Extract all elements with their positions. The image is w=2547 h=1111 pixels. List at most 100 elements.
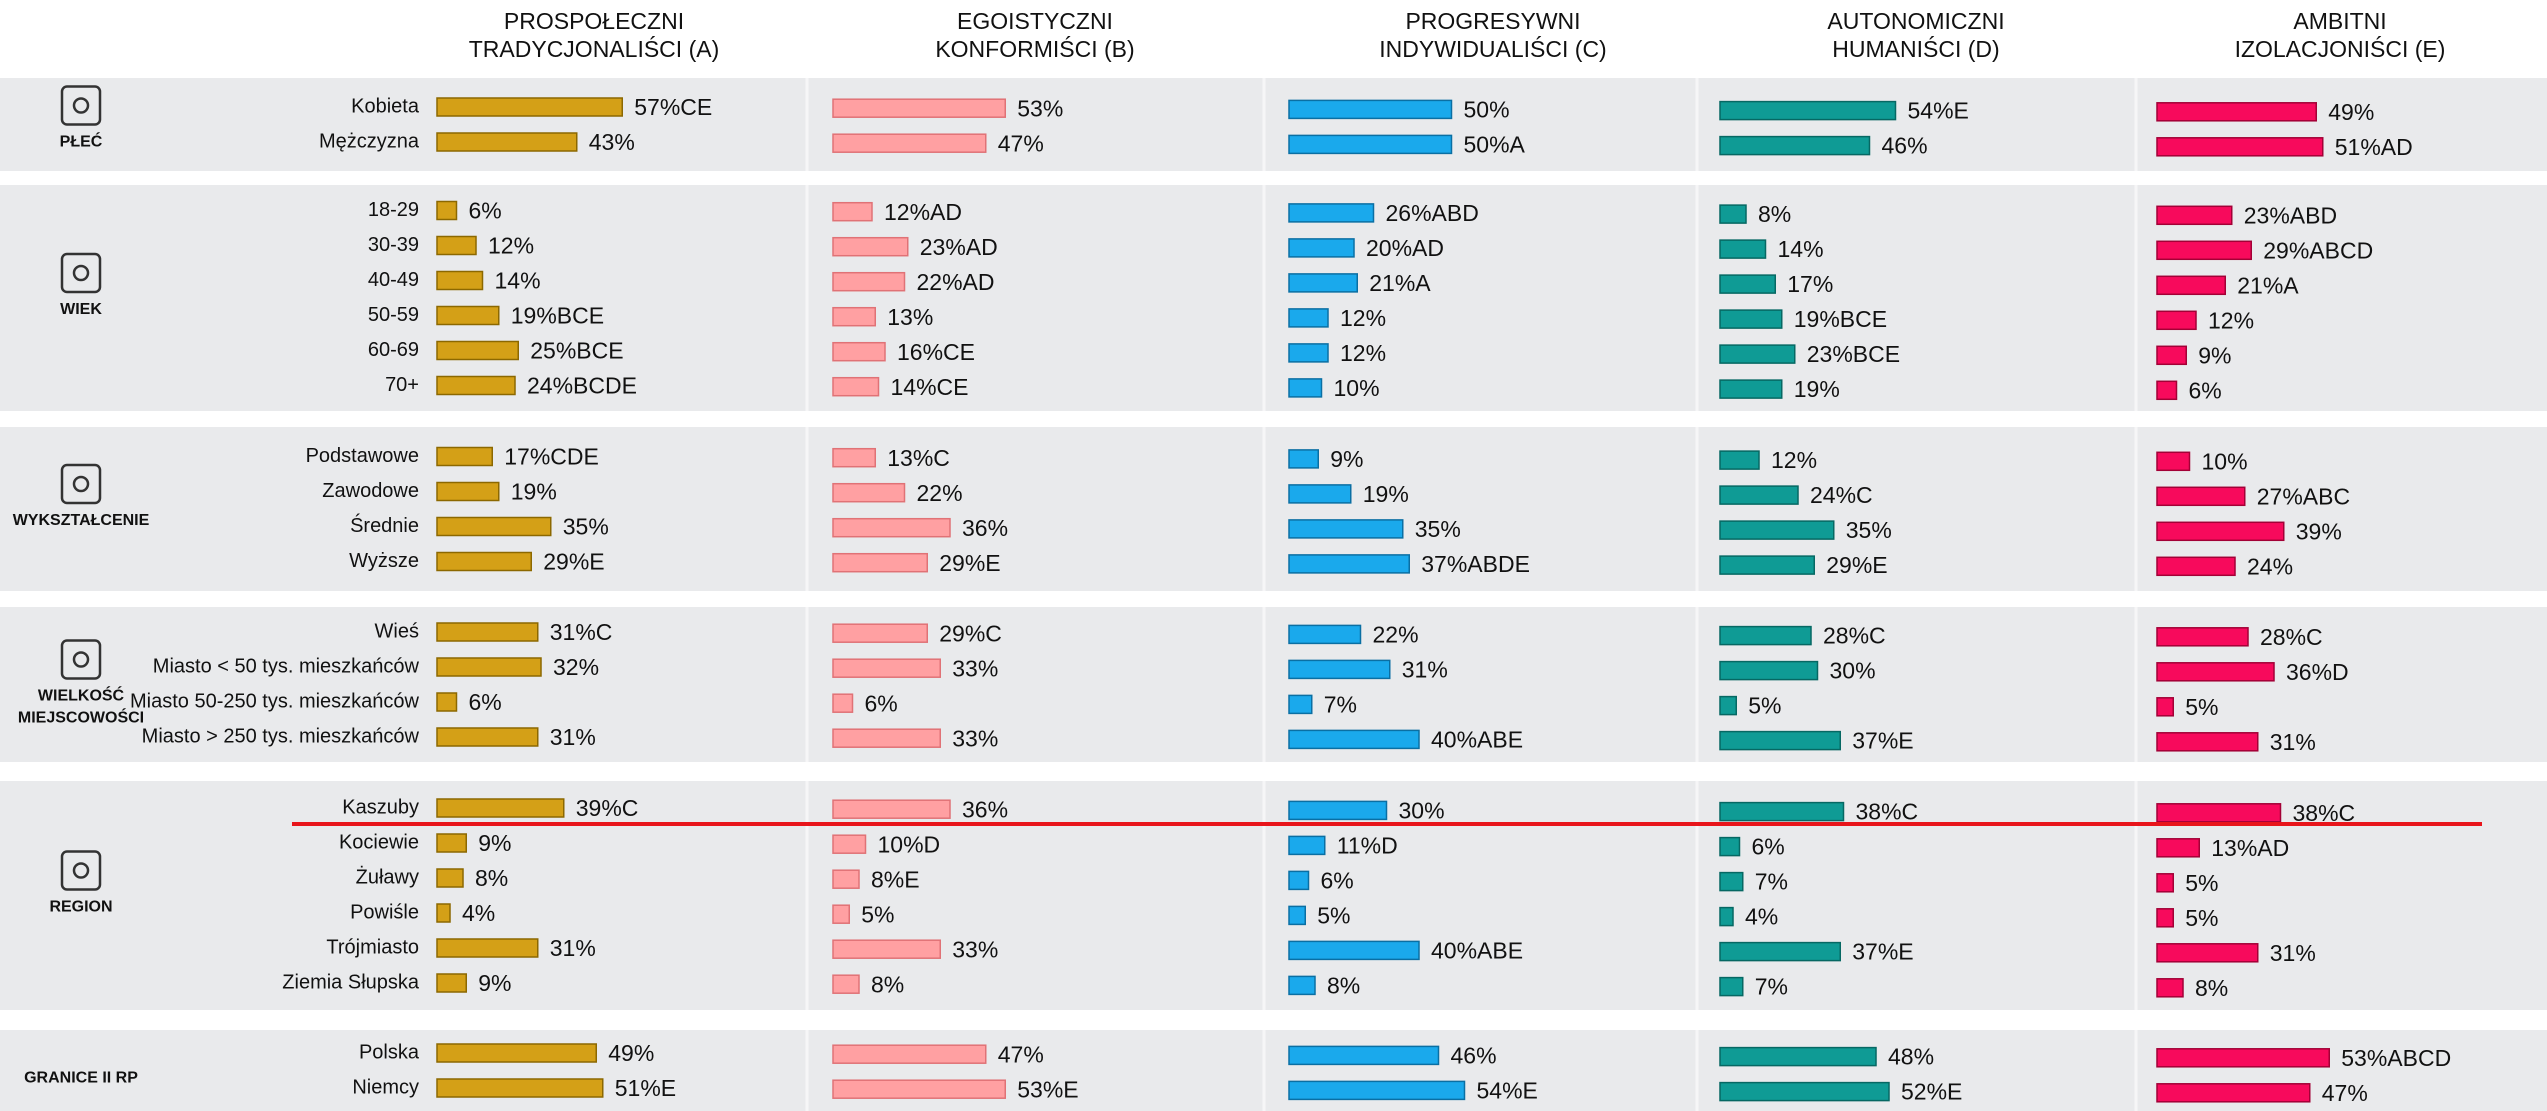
value-label: 28%C (1823, 623, 1886, 649)
group-icon (60, 463, 102, 505)
bar (1719, 344, 1796, 364)
category-label: 50-59 (368, 304, 419, 326)
value-label: 6% (1321, 867, 1354, 893)
bar (1288, 1080, 1466, 1101)
column-header: INDYWIDUALIŚCI (C) (1379, 35, 1606, 62)
bar (436, 657, 542, 677)
value-label: 21%A (2237, 272, 2299, 298)
bar (2156, 521, 2285, 542)
category-label: 30-39 (368, 234, 419, 256)
value-label: 33% (952, 936, 998, 962)
bar (2156, 838, 2200, 858)
category-label: 70+ (385, 374, 419, 396)
value-label: 53%E (1017, 1076, 1078, 1102)
bar (2156, 697, 2174, 717)
bar (832, 376, 880, 397)
value-label: 31%C (550, 619, 613, 645)
bar (832, 201, 873, 222)
bar (832, 482, 906, 503)
bar (436, 973, 467, 993)
value-label: 35% (1415, 516, 1461, 542)
bar (436, 1043, 597, 1063)
bar (832, 974, 860, 994)
value-label: 5% (861, 901, 894, 927)
value-label: 9% (478, 970, 511, 996)
bar (436, 1078, 604, 1098)
bar (2156, 732, 2259, 752)
bar (832, 133, 987, 153)
value-label: 5% (1748, 693, 1781, 719)
bar (832, 869, 860, 889)
value-label: 13% (887, 304, 933, 330)
value-label: 47% (2322, 1080, 2368, 1106)
value-label: 19% (1794, 376, 1840, 402)
bar (832, 98, 1006, 118)
bar (1719, 274, 1776, 294)
group-icon (60, 85, 102, 126)
bar (1719, 239, 1767, 259)
category-label: Kaszuby (342, 796, 419, 818)
column-header: AMBITNI (2293, 8, 2386, 34)
value-label: 14%CE (891, 374, 969, 400)
bar (832, 834, 867, 854)
value-label: 25%BCE (530, 338, 623, 364)
value-label: 5% (2185, 694, 2218, 720)
bar (1288, 659, 1391, 680)
value-label: 29%E (1826, 552, 1887, 578)
value-label: 9% (478, 830, 511, 856)
value-label: 31% (550, 724, 596, 750)
bar (1288, 624, 1362, 645)
value-label: 40%ABE (1431, 937, 1523, 963)
value-label: 22% (917, 480, 963, 506)
bar (2156, 662, 2275, 682)
value-label: 50% (1464, 96, 1510, 122)
category-label: Żuławy (356, 865, 419, 888)
bar (2156, 486, 2246, 507)
bar (1719, 730, 1841, 751)
bar (832, 447, 876, 468)
value-label: 37%ABDE (1421, 551, 1530, 577)
bar (1719, 135, 1871, 156)
value-label: 47% (998, 1041, 1044, 1067)
group-icon (72, 651, 90, 668)
value-label: 6% (1752, 834, 1785, 860)
bar (1719, 520, 1835, 540)
value-label: 33% (952, 725, 998, 751)
value-label: 50%A (1464, 131, 1526, 157)
bar (436, 270, 484, 291)
bar (832, 1079, 1006, 1099)
category-label: 40-49 (368, 269, 419, 291)
category-label: Miasto 50-250 tys. mieszkańców (130, 690, 420, 712)
value-label: 31% (2270, 940, 2316, 966)
category-label: Trójmiasto (326, 936, 419, 958)
value-label: 5% (2185, 870, 2218, 896)
value-label: 5% (1317, 902, 1350, 928)
value-label: 27%ABC (2257, 483, 2350, 509)
value-label: 46% (1451, 1042, 1497, 1068)
value-label: 6% (865, 690, 898, 716)
bar (1288, 308, 1329, 328)
bar (436, 200, 458, 221)
value-label: 9% (2198, 342, 2231, 368)
bar (2156, 137, 2324, 157)
value-label: 23%AD (920, 234, 998, 260)
value-label: 6% (2189, 377, 2222, 403)
value-label: 54%E (1477, 1077, 1538, 1103)
bar (1288, 519, 1404, 539)
bar (1288, 870, 1310, 891)
column-header: HUMANIŚCI (D) (1832, 35, 1999, 62)
bar (1719, 941, 1841, 962)
bar (436, 833, 467, 853)
category-label: Niemcy (352, 1076, 419, 1098)
value-label: 31% (2270, 729, 2316, 755)
bar (1288, 1045, 1440, 1066)
value-label: 7% (1324, 691, 1357, 717)
value-label: 48% (1888, 1044, 1934, 1070)
bar (1288, 835, 1326, 856)
value-label: 16%CE (897, 339, 975, 365)
bar (2156, 908, 2174, 928)
group-icon (72, 264, 90, 282)
value-label: 19% (511, 479, 557, 505)
value-label: 12% (1340, 340, 1386, 366)
